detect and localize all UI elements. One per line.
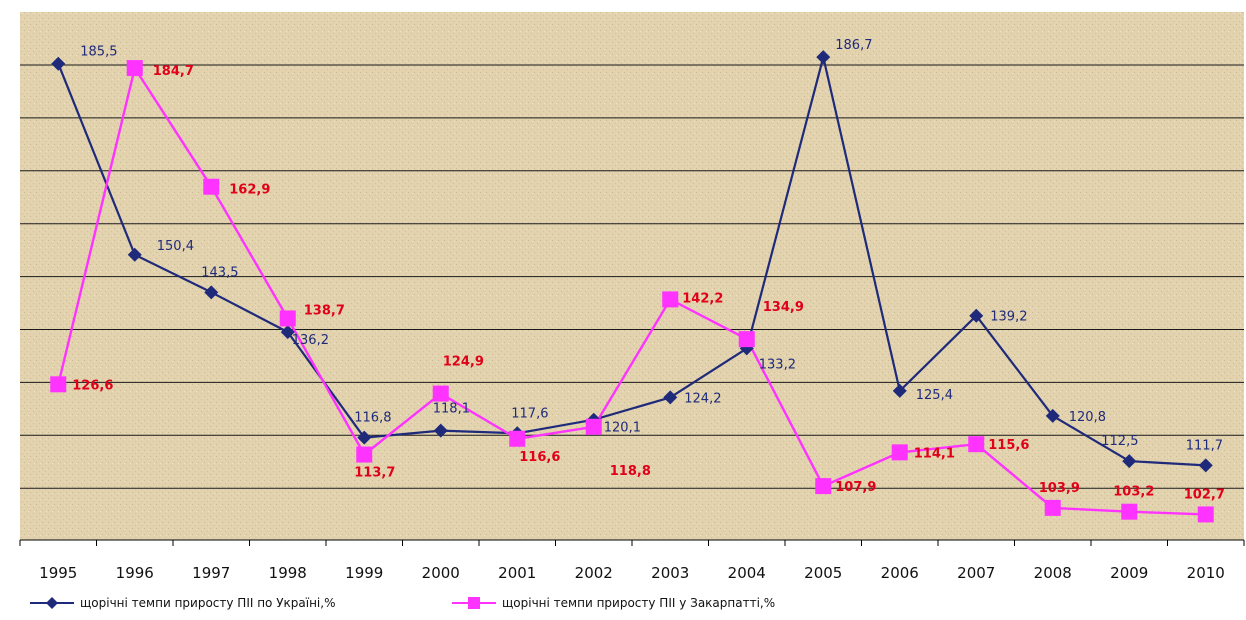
data-label: 118,1 xyxy=(433,402,470,417)
legend-item-zakarpattia: щорічні темпи приросту ПІІ у Закарпатті,… xyxy=(452,596,775,610)
legend-label-zakarpattia: щорічні темпи приросту ПІІ у Закарпатті,… xyxy=(502,596,776,610)
data-label: 103,2 xyxy=(1113,485,1154,500)
x-tick-label: 1999 xyxy=(345,564,383,582)
data-label: 184,7 xyxy=(153,64,194,79)
data-label: 126,6 xyxy=(72,378,113,393)
point-marker xyxy=(663,390,678,405)
point-marker xyxy=(1122,454,1137,469)
series-line xyxy=(57,66,1206,516)
data-label: 117,6 xyxy=(511,406,548,421)
point-marker xyxy=(357,430,372,445)
gridlines xyxy=(20,64,1244,489)
data-label: 102,7 xyxy=(1184,487,1225,502)
plot-area xyxy=(20,12,1244,540)
x-tick-label: 2009 xyxy=(1110,564,1148,582)
data-label: 124,2 xyxy=(684,391,721,406)
point-marker xyxy=(1198,458,1213,473)
point-marker xyxy=(127,247,142,262)
data-label: 116,6 xyxy=(519,450,560,465)
legend-label-ukraine: щорічні темпи приросту ПІІ по Україні,% xyxy=(80,596,336,610)
square-marker-icon xyxy=(452,596,496,610)
data-label: 143,5 xyxy=(201,265,238,280)
point-marker xyxy=(280,325,295,340)
data-label: 138,7 xyxy=(304,303,345,318)
series-line xyxy=(57,56,1206,467)
point-marker xyxy=(738,331,755,348)
point-marker xyxy=(968,436,985,453)
x-tick-label: 2007 xyxy=(957,564,995,582)
point-marker xyxy=(816,50,831,65)
legend-item-ukraine: щорічні темпи приросту ПІІ по Україні,% xyxy=(30,596,335,610)
data-label: 111,7 xyxy=(1186,438,1223,453)
point-marker xyxy=(203,178,220,195)
x-tick-label: 1995 xyxy=(39,564,77,582)
point-marker xyxy=(509,430,526,447)
point-marker xyxy=(1197,506,1214,523)
data-label: 142,2 xyxy=(682,291,723,306)
data-label: 112,5 xyxy=(1101,434,1138,449)
data-labels: 185,5 150,4 143,5 136,2 116,8 118,1 117,6 120,1… xyxy=(72,38,1225,502)
point-marker xyxy=(356,446,373,463)
data-label: 136,2 xyxy=(292,333,329,348)
point-marker xyxy=(1044,499,1061,516)
data-label: 107,9 xyxy=(835,480,876,495)
x-tick-label: 2010 xyxy=(1187,564,1225,582)
point-marker xyxy=(892,383,907,398)
point-marker xyxy=(51,56,66,71)
data-label: 118,8 xyxy=(610,464,651,479)
x-tick-label: 2000 xyxy=(422,564,460,582)
point-marker xyxy=(815,478,832,495)
point-marker xyxy=(585,418,602,435)
series-group xyxy=(50,50,1214,523)
x-tick-label: 2001 xyxy=(498,564,536,582)
point-marker xyxy=(1121,503,1138,520)
x-tick-label: 1998 xyxy=(269,564,307,582)
data-label: 134,9 xyxy=(763,300,804,315)
x-tick-label: 2006 xyxy=(881,564,919,582)
data-label: 120,8 xyxy=(1069,410,1106,425)
data-label: 116,8 xyxy=(354,411,391,426)
data-label: 114,1 xyxy=(914,446,955,461)
data-label: 185,5 xyxy=(80,45,117,60)
x-tick-label: 2008 xyxy=(1034,564,1072,582)
legend: щорічні темпи приросту ПІІ по Україні,% … xyxy=(0,596,1246,618)
x-axis-ticks xyxy=(19,540,1245,546)
data-label: 103,9 xyxy=(1039,481,1080,496)
x-tick-label: 2003 xyxy=(651,564,689,582)
point-marker xyxy=(50,376,67,393)
line-chart: 1995 1996 1997 1998 1999 2000 2001 2002 2003 2004… xyxy=(19,12,1245,582)
diamond-marker-icon xyxy=(30,596,74,610)
point-marker xyxy=(1045,408,1060,423)
x-tick-label: 1997 xyxy=(192,564,230,582)
point-marker xyxy=(432,385,449,402)
x-tick-label: 2002 xyxy=(575,564,613,582)
data-label: 150,4 xyxy=(157,239,194,254)
x-axis-labels: 1995 1996 1997 1998 1999 2000 2001 2002 2003 2004… xyxy=(39,564,1225,582)
data-label: 133,2 xyxy=(759,357,796,372)
data-label: 115,6 xyxy=(988,438,1029,453)
x-tick-label: 1996 xyxy=(116,564,154,582)
point-marker xyxy=(126,60,143,77)
point-marker xyxy=(969,308,984,323)
x-tick-label: 2005 xyxy=(804,564,842,582)
point-marker xyxy=(279,310,296,327)
data-label: 124,9 xyxy=(443,355,484,370)
data-label: 120,1 xyxy=(604,421,641,436)
x-tick-label: 2004 xyxy=(728,564,766,582)
data-label: 113,7 xyxy=(354,466,395,481)
data-label: 162,9 xyxy=(229,183,270,198)
point-marker xyxy=(891,444,908,461)
point-marker xyxy=(204,285,219,300)
point-marker xyxy=(662,291,679,308)
data-label: 139,2 xyxy=(990,310,1027,325)
data-label: 125,4 xyxy=(916,388,953,403)
data-label: 186,7 xyxy=(835,38,872,53)
point-marker xyxy=(433,423,448,438)
